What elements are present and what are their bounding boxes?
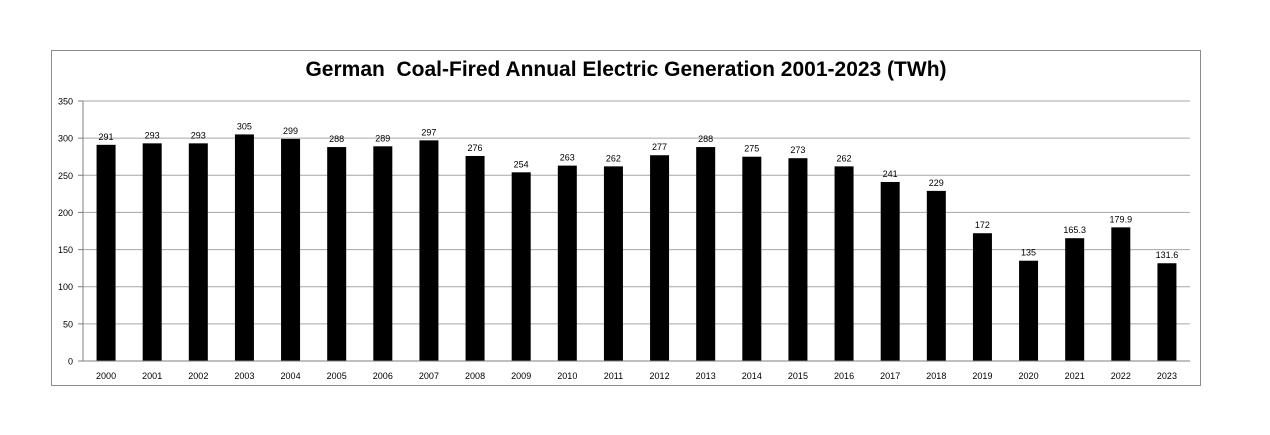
data-label-2014: 275 [744, 144, 759, 154]
chart-title: German Coal-Fired Annual Electric Genera… [305, 58, 947, 81]
x-tick-label-2012: 2012 [650, 371, 670, 381]
data-label-2016: 262 [837, 153, 852, 163]
y-tick-label: 0 [68, 357, 73, 367]
data-label-2005: 288 [329, 134, 344, 144]
data-label-2010: 263 [560, 153, 575, 163]
bar-2001 [142, 143, 162, 361]
x-tick-label-2009: 2009 [511, 371, 531, 381]
bar-2011 [603, 166, 623, 361]
x-tick-label-2005: 2005 [327, 371, 347, 381]
data-label-2013: 288 [698, 134, 713, 144]
x-axis-ticks: 2000 2001 2002 2003 2004 2005 2006 2007 2008 2009… [96, 371, 1177, 381]
data-labels: 291 293 293 305 299 288 289 297 276 254 263 262 277 2… [99, 121, 1179, 260]
y-tick-label: 150 [58, 245, 73, 255]
x-tick-label-2018: 2018 [926, 371, 946, 381]
x-tick-label-2008: 2008 [465, 371, 485, 381]
x-tick-label-2013: 2013 [696, 371, 716, 381]
bar-2022 [1111, 227, 1131, 361]
x-tick-label-2010: 2010 [557, 371, 577, 381]
x-tick-label-2021: 2021 [1065, 371, 1085, 381]
bar-2012 [650, 155, 670, 361]
y-tick-label: 100 [58, 282, 73, 292]
data-label-2003: 305 [237, 121, 252, 131]
x-tick-label-2006: 2006 [373, 371, 393, 381]
data-label-2023: 131.6 [1156, 250, 1179, 260]
bar-2023 [1157, 263, 1177, 361]
x-tick-label-2016: 2016 [834, 371, 854, 381]
data-label-2008: 276 [468, 143, 483, 153]
data-label-2018: 229 [929, 178, 944, 188]
bars [96, 134, 1177, 361]
bar-2019 [972, 233, 992, 361]
bar-2008 [465, 155, 485, 361]
data-label-2012: 277 [652, 142, 667, 152]
data-label-2017: 241 [883, 169, 898, 179]
bar-2000 [96, 144, 116, 361]
x-tick-label-2011: 2011 [604, 371, 623, 381]
y-axis-ticks: 0 50 100 150 200 250 300 350 [58, 97, 83, 367]
data-label-2002: 293 [191, 130, 206, 140]
x-tick-label-2022: 2022 [1111, 371, 1131, 381]
bar-2020 [1019, 260, 1039, 361]
y-tick-label: 200 [58, 208, 73, 218]
x-tick-label-2002: 2002 [188, 371, 208, 381]
x-tick-label-2003: 2003 [234, 371, 254, 381]
bar-2004 [281, 138, 301, 361]
bar-2016 [834, 166, 854, 361]
x-tick-label-2023: 2023 [1157, 371, 1177, 381]
data-label-2015: 273 [790, 145, 805, 155]
bar-2007 [419, 140, 439, 361]
y-tick-label: 300 [58, 134, 73, 144]
data-label-2006: 289 [375, 133, 390, 143]
x-tick-label-2007: 2007 [419, 371, 439, 381]
x-tick-label-2000: 2000 [96, 371, 116, 381]
bar-2017 [880, 181, 900, 361]
bar-2021 [1065, 238, 1085, 361]
data-label-2001: 293 [145, 130, 160, 140]
x-tick-label-2001: 2001 [142, 371, 162, 381]
bar-2013 [696, 147, 716, 361]
bar-2018 [926, 190, 946, 361]
bar-2003 [234, 134, 254, 361]
x-tick-label-2015: 2015 [788, 371, 808, 381]
gridlines [83, 100, 1190, 325]
x-tick-label-2020: 2020 [1019, 371, 1039, 381]
x-tick-label-2019: 2019 [972, 371, 992, 381]
data-label-2021: 165.3 [1063, 225, 1086, 235]
axes [82, 101, 1190, 362]
x-tick-label-2017: 2017 [880, 371, 900, 381]
bar-2006 [373, 146, 393, 361]
bar-2014 [742, 156, 762, 361]
bar-2015 [788, 158, 808, 361]
y-tick-label: 350 [58, 97, 73, 107]
bar-2010 [557, 165, 577, 361]
data-label-2000: 291 [99, 132, 114, 142]
data-label-2020: 135 [1021, 248, 1036, 258]
bar-2009 [511, 172, 531, 361]
bar-2002 [188, 143, 208, 361]
y-tick-label: 250 [58, 171, 73, 181]
bar-2005 [327, 147, 347, 361]
x-tick-label-2004: 2004 [281, 371, 301, 381]
y-tick-label: 50 [63, 319, 73, 329]
data-label-2009: 254 [514, 159, 529, 169]
x-tick-label-2014: 2014 [742, 371, 762, 381]
data-label-2022: 179.9 [1110, 214, 1133, 224]
data-label-2011: 262 [606, 153, 621, 163]
data-label-2004: 299 [283, 126, 298, 136]
data-label-2019: 172 [975, 220, 990, 230]
data-label-2007: 297 [421, 127, 436, 137]
